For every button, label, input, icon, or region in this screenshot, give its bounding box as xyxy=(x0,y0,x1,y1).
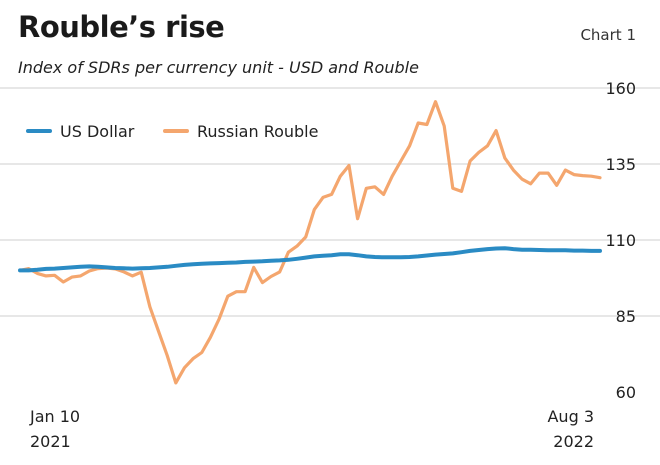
x-tick-label-year: 2021 xyxy=(30,432,71,451)
chart-gridlines xyxy=(0,87,660,317)
x-tick-label-date: Aug 3 xyxy=(547,407,594,426)
chart-series xyxy=(18,100,602,385)
y-tick-label: 85 xyxy=(616,307,636,326)
x-axis-ticks: Jan 10 2021 Aug 3 2022 xyxy=(29,407,594,451)
chart-number-label: Chart 1 xyxy=(580,26,636,44)
series-line-rouble xyxy=(18,100,602,385)
x-tick-label-date: Jan 10 xyxy=(29,407,80,426)
chart-title: Rouble’s rise xyxy=(18,10,225,44)
y-tick-label: 135 xyxy=(605,155,636,174)
x-tick-label-year: 2022 xyxy=(553,432,594,451)
series-line-usd xyxy=(18,246,602,273)
y-tick-label: 60 xyxy=(616,383,636,402)
legend-label-rouble: Russian Rouble xyxy=(197,122,318,141)
y-tick-label: 160 xyxy=(605,79,636,98)
chart-legend: US Dollar Russian Rouble xyxy=(26,122,318,141)
legend-label-usd: US Dollar xyxy=(60,122,135,141)
chart-subtitle: Index of SDRs per currency unit - USD an… xyxy=(18,58,419,77)
y-axis-ticks: 60 85 110 135 160 xyxy=(605,79,636,402)
y-tick-label: 110 xyxy=(605,231,636,250)
